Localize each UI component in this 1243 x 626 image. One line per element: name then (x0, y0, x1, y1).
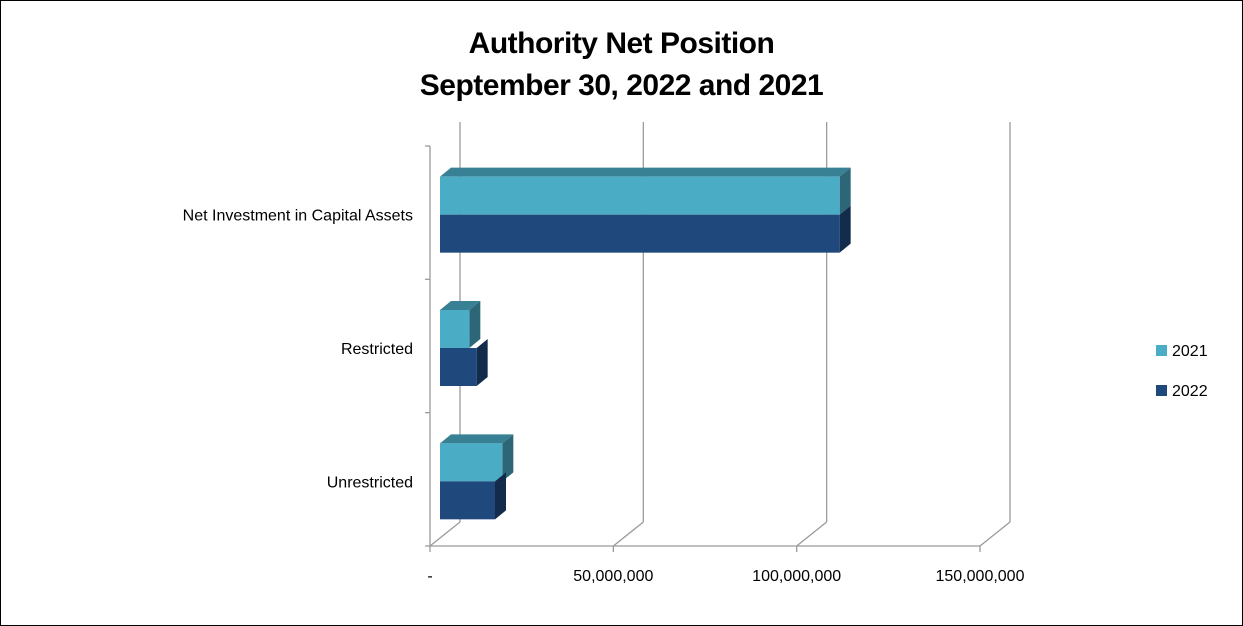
category-label: Net Investment in Capital Assets (183, 208, 413, 225)
bars (440, 167, 851, 520)
labels: - 50,000,000 100,000,000 150,000,000 Net Inv… (183, 208, 1025, 585)
chart-title-line-2: September 30, 2022 and 2021 (419, 69, 824, 102)
legend-label: 2021 (1172, 343, 1208, 360)
bar-side-face (502, 434, 514, 482)
bar-side-face (839, 205, 851, 253)
bar (440, 310, 470, 348)
bar (440, 214, 840, 253)
category-label: Unrestricted (327, 474, 413, 491)
gridline-diagonal (612, 521, 644, 547)
gridline-diagonal (979, 521, 1011, 547)
legend-label: 2022 (1172, 383, 1208, 400)
bar (440, 481, 495, 520)
gridline-diagonal (796, 521, 828, 547)
legend-swatch (1156, 385, 1167, 396)
bar-side-face (495, 472, 506, 520)
bar-top-face (440, 301, 481, 310)
bar (440, 348, 477, 386)
legend-swatch (1156, 345, 1167, 356)
legend: 2021 2022 (1156, 343, 1208, 400)
bar-side-face (476, 339, 488, 386)
chart-title-line-1: Authority Net Position (468, 27, 775, 60)
bar-side-face (469, 301, 481, 348)
bar (440, 176, 840, 215)
x-tick-label: - (427, 568, 432, 585)
bar-side-face (839, 167, 851, 215)
gridline-diagonal (429, 521, 461, 547)
x-tick-label: 50,000,000 (573, 568, 653, 585)
x-tick-label: 100,000,000 (752, 568, 841, 585)
bar-top-face (440, 167, 851, 177)
x-tick-label: 150,000,000 (936, 568, 1025, 585)
bar-top-face (440, 434, 514, 444)
bar (440, 443, 503, 482)
category-label: Restricted (341, 341, 413, 358)
